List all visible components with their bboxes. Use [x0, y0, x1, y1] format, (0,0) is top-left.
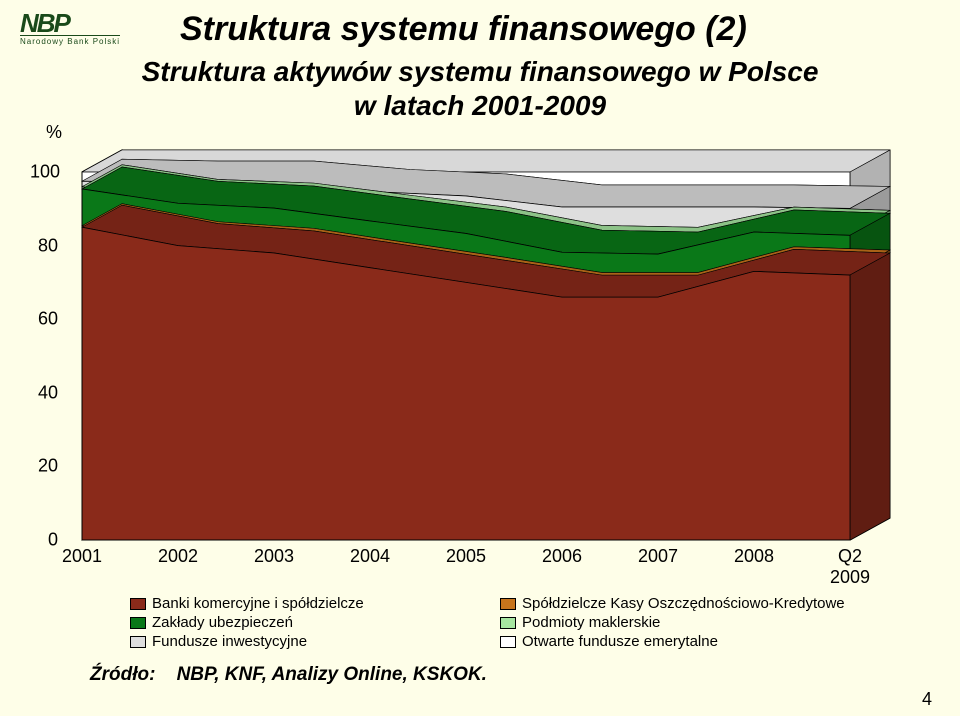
- x-tick: 2006: [542, 546, 582, 567]
- legend-label: Zakłady ubezpieczeń: [152, 614, 293, 631]
- y-tick: 40: [30, 382, 58, 403]
- legend-item: Otwarte fundusze emerytalne: [500, 633, 870, 650]
- legend-item: Zakłady ubezpieczeń: [130, 614, 500, 631]
- y-axis-label: %: [46, 122, 62, 143]
- legend-swatch: [500, 598, 516, 610]
- x-tick: 2007: [638, 546, 678, 567]
- x-tick: 2005: [446, 546, 486, 567]
- legend-swatch: [500, 617, 516, 629]
- x-tick: 2003: [254, 546, 294, 567]
- legend-swatch: [130, 636, 146, 648]
- y-tick: 20: [30, 456, 58, 477]
- y-tick: 60: [30, 309, 58, 330]
- legend-swatch: [130, 617, 146, 629]
- x-tick: 2001: [62, 546, 102, 567]
- x-tick: 2002: [158, 546, 198, 567]
- x-tick: 2008: [734, 546, 774, 567]
- area-chart: % 02040608010020012002200320042005200620…: [60, 130, 900, 570]
- x-tick: 2004: [350, 546, 390, 567]
- legend-item: Fundusze inwestycyjne: [130, 633, 500, 650]
- source-text: NBP, KNF, Analizy Online, KSKOK.: [177, 664, 487, 685]
- legend-label: Otwarte fundusze emerytalne: [522, 633, 718, 650]
- legend-label: Podmioty maklerskie: [522, 614, 660, 631]
- page-title: Struktura systemu finansowego (2): [180, 10, 747, 49]
- legend-item: Podmioty maklerskie: [500, 614, 870, 631]
- y-tick: 80: [30, 235, 58, 256]
- logo-subtitle: Narodowy Bank Polski: [20, 35, 120, 46]
- legend: Banki komercyjne i spółdzielcze Spółdziel…: [130, 595, 870, 650]
- page-number: 4: [922, 689, 932, 710]
- y-tick: 100: [30, 162, 58, 183]
- legend-item: Banki komercyjne i spółdzielcze: [130, 595, 500, 612]
- subtitle-line1: Struktura aktywów systemu finansowego w …: [142, 56, 819, 87]
- x-tick: Q2 2009: [825, 546, 875, 588]
- legend-swatch: [500, 636, 516, 648]
- source-line: Źródło: NBP, KNF, Analizy Online, KSKOK.: [90, 664, 487, 686]
- legend-item: Spółdzielcze Kasy Oszczędnościowo-Kredyt…: [500, 595, 870, 612]
- logo: NBP Narodowy Bank Polski: [20, 8, 120, 46]
- legend-swatch: [130, 598, 146, 610]
- y-tick: 0: [30, 530, 58, 551]
- legend-label: Banki komercyjne i spółdzielcze: [152, 595, 364, 612]
- chart-svg: [60, 130, 900, 570]
- subtitle-line2: w latach 2001-2009: [354, 90, 606, 121]
- source-label: Źródło:: [90, 664, 155, 685]
- legend-label: Spółdzielcze Kasy Oszczędnościowo-Kredyt…: [522, 595, 845, 612]
- legend-label: Fundusze inwestycyjne: [152, 633, 307, 650]
- page-subtitle: Struktura aktywów systemu finansowego w …: [0, 55, 960, 122]
